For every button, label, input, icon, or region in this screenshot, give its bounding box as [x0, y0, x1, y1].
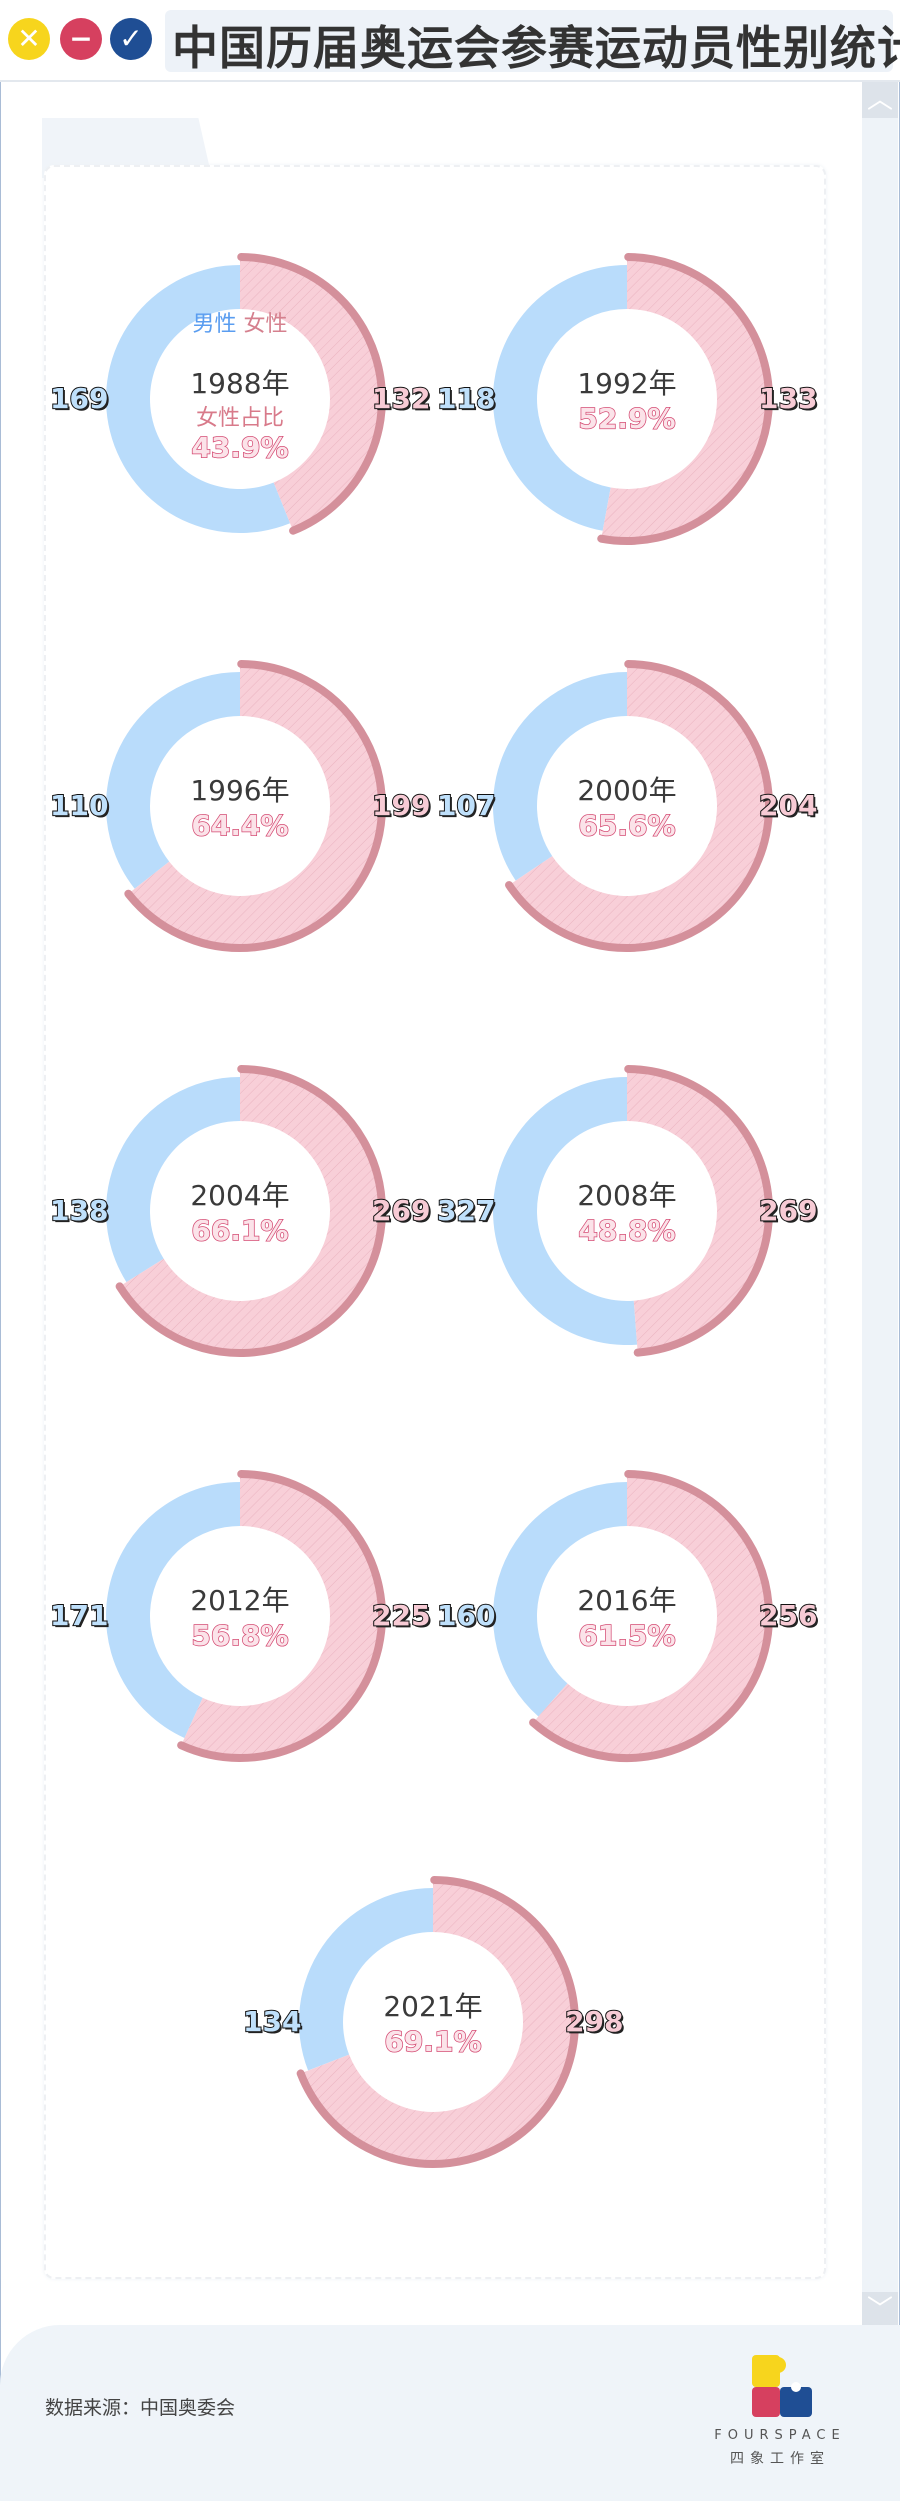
- logo-text-cn: 四象工作室: [730, 2451, 830, 2467]
- female-count: 132: [371, 381, 431, 416]
- male-count: 134: [242, 2004, 302, 2039]
- minus-icon[interactable]: −: [60, 18, 102, 60]
- female-segment: [181, 1474, 383, 1758]
- female-count: 256: [758, 1598, 818, 1633]
- legend: 男性 女性: [30, 306, 450, 338]
- footer: [0, 2325, 900, 2501]
- donut-chart: [106, 1065, 386, 1357]
- female-percent: 61.5%: [578, 1618, 677, 1653]
- close-icon[interactable]: ✕: [8, 18, 50, 60]
- donut-chart: [493, 1470, 773, 1762]
- female-highlight-band: [505, 660, 773, 952]
- female-count: 133: [758, 381, 818, 416]
- year-label: 2008年: [577, 1179, 677, 1212]
- male-count: 171: [49, 1598, 109, 1633]
- female-segment: [300, 1880, 575, 2164]
- check-icon[interactable]: ✓: [110, 18, 152, 60]
- male-segment: [106, 1482, 241, 1738]
- female-highlight-band: [529, 1470, 773, 1762]
- title-box: [165, 10, 893, 72]
- title-bar: ✕ − ✓ 中国历届奥运会参赛运动员性别统计: [0, 0, 900, 82]
- male-count: 138: [49, 1193, 109, 1228]
- donut-chart: [106, 253, 386, 535]
- female-segment: [128, 664, 382, 948]
- female-highlight-band: [115, 1065, 386, 1357]
- male-segment: [299, 1888, 433, 2071]
- donut-2: 110 199 1996年 64.4%: [30, 641, 450, 971]
- female-percent: 52.9%: [578, 401, 677, 436]
- female-highlight-band: [177, 1470, 386, 1762]
- female-count: 269: [758, 1193, 818, 1228]
- female-count: 204: [758, 788, 818, 823]
- male-segment: [493, 1482, 627, 1717]
- donut-chart: [492, 1065, 773, 1357]
- female-percent: 65.6%: [578, 808, 677, 843]
- donut-chart: [106, 1470, 386, 1762]
- female-highlight-band: [624, 1065, 773, 1357]
- donut-chart: [106, 660, 386, 952]
- female-highlight-band: [296, 1876, 579, 2168]
- scrollbar[interactable]: ︿ ﹀: [862, 82, 898, 2330]
- male-count: 107: [436, 788, 496, 823]
- donut-1: 118 133 1992年 52.9%: [417, 234, 837, 564]
- female-percent: 64.4%: [191, 808, 290, 843]
- female-segment: [240, 257, 382, 531]
- female-percent: 69.1%: [384, 2024, 483, 2059]
- male-count: 160: [436, 1598, 496, 1633]
- male-segment: [493, 672, 627, 881]
- female-segment: [627, 1069, 769, 1353]
- male-segment: [106, 265, 291, 533]
- female-percent: 56.8%: [191, 1618, 290, 1653]
- donut-8: 134 298 2021年 69.1%: [223, 1857, 643, 2187]
- female-highlight-band: [597, 253, 773, 545]
- female-highlight-band: [124, 660, 386, 952]
- female-count: 269: [371, 1193, 431, 1228]
- donut-chart: [493, 660, 773, 952]
- logo-text-en: FOURSPACE: [714, 2428, 846, 2443]
- year-label: 2000年: [577, 774, 677, 807]
- female-segment: [533, 1474, 769, 1758]
- female-segment: [509, 664, 769, 948]
- female-count: 199: [371, 788, 431, 823]
- legend-female: 女性: [243, 312, 288, 337]
- fourspace-logo: [752, 2355, 812, 2417]
- donut-chart: [296, 1876, 579, 2168]
- female-count: 225: [371, 1598, 431, 1633]
- donut-7: 160 256 2016年 61.5%: [417, 1451, 837, 1781]
- data-source: 数据来源：中国奥委会: [45, 2397, 236, 2419]
- female-percent: 43.9%: [191, 430, 290, 465]
- female-count: 298: [564, 2004, 624, 2039]
- male-segment: [106, 1077, 241, 1283]
- male-segment: [493, 265, 627, 531]
- year-label: 2004年: [190, 1179, 290, 1212]
- year-label: 1992年: [577, 367, 677, 400]
- male-count: 118: [436, 381, 496, 416]
- female-segment: [601, 257, 770, 541]
- female-percent: 66.1%: [191, 1213, 290, 1248]
- donut-3: 107 204 2000年 65.6%: [417, 641, 837, 971]
- male-count: 169: [49, 381, 109, 416]
- year-label: 1996年: [190, 774, 290, 807]
- male-count: 110: [49, 788, 109, 823]
- year-label: 2021年: [383, 1990, 483, 2023]
- year-label: 1988年: [190, 367, 290, 400]
- donut-6: 171 225 2012年 56.8%: [30, 1451, 450, 1781]
- donut-0: 169 132 男性 女性 1988年女性占比 43.9%: [30, 234, 450, 564]
- female-share-label: 女性占比: [195, 406, 284, 431]
- legend-male: 男性: [192, 312, 237, 337]
- year-label: 2012年: [190, 1584, 290, 1617]
- female-segment: [119, 1069, 382, 1353]
- female-highlight-band: [237, 253, 386, 535]
- scroll-up-icon[interactable]: ︿: [862, 82, 898, 118]
- male-segment: [106, 672, 240, 889]
- male-segment: [492, 1077, 638, 1345]
- female-percent: 48.8%: [578, 1213, 677, 1248]
- donut-chart: [493, 253, 773, 545]
- year-label: 2016年: [577, 1584, 677, 1617]
- donut-5: 327 269 2008年 48.8%: [417, 1046, 837, 1376]
- scroll-down-icon[interactable]: ﹀: [862, 2292, 898, 2328]
- page-title: 中国历届奥运会参赛运动员性别统计: [172, 21, 900, 75]
- male-count: 327: [436, 1193, 496, 1228]
- donut-4: 138 269 2004年 66.1%: [30, 1046, 450, 1376]
